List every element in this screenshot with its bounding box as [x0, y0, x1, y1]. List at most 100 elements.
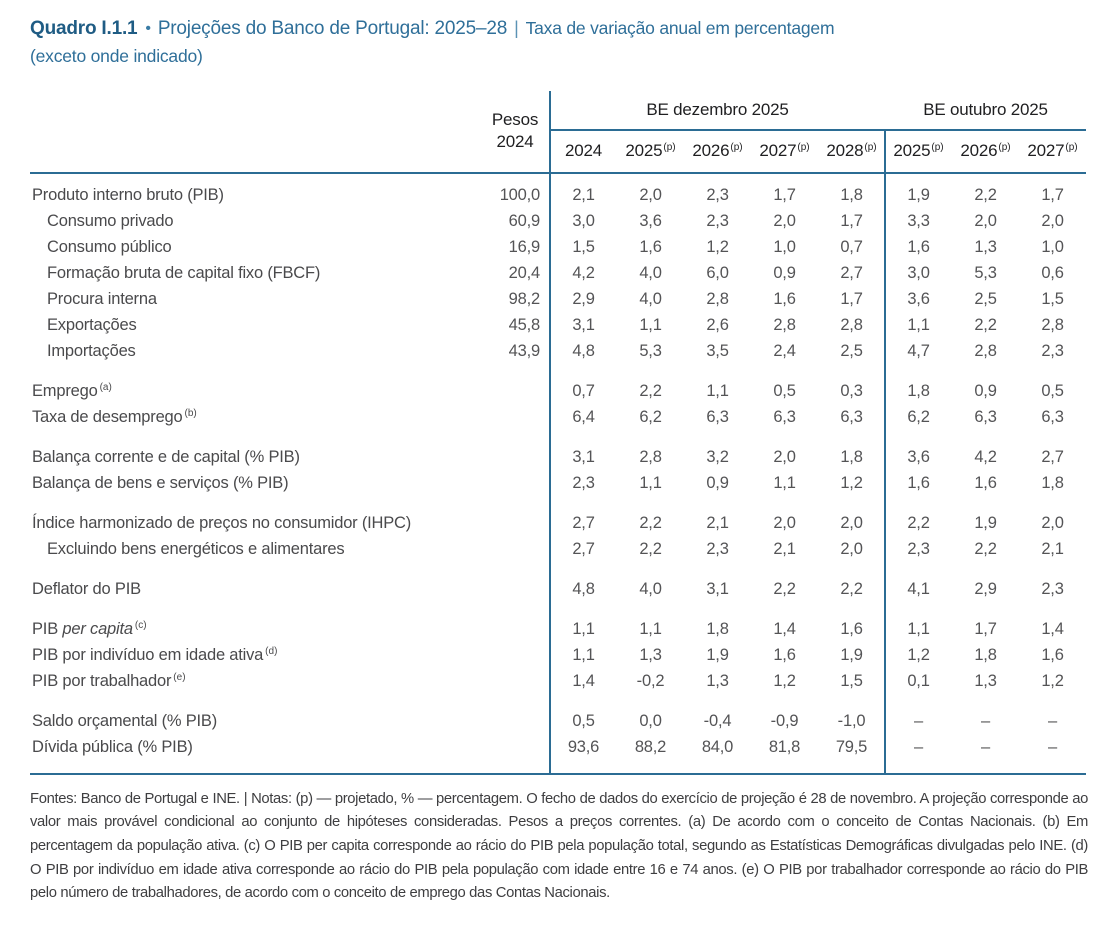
data-cell: 6,3 [840, 408, 863, 427]
table-row: PIB por indivíduo em idade ativa (d) 1,1 … [30, 643, 1086, 669]
pesos-value: 43,9 [508, 342, 541, 361]
data-cell: 1,5 [1041, 290, 1064, 309]
data-cell: 2,0 [1041, 212, 1064, 231]
data-cell: 4,1 [907, 580, 930, 599]
row-label: Produto interno bruto (PIB) [32, 186, 224, 205]
projected-superscript: (p) [1065, 142, 1078, 154]
data-cell: 1,8 [974, 646, 997, 665]
table-row: Deflator do PIB 4,8 4,0 3,1 2,2 2,2 4,1 … [30, 577, 1086, 603]
data-cell: 2,2 [639, 514, 662, 533]
data-cell: 1,9 [840, 646, 863, 665]
row-label: PIB por trabalhador (e) [32, 672, 186, 691]
year-column-header: 2026(p) [960, 141, 1011, 161]
data-cell: – [914, 738, 923, 757]
data-cell: 2,8 [773, 316, 796, 335]
data-cell: 3,6 [907, 290, 930, 309]
data-cell: 1,9 [974, 514, 997, 533]
data-cell: 1,2 [1041, 672, 1064, 691]
data-cell: 2,9 [974, 580, 997, 599]
year-column-header: 2027(p) [1027, 141, 1078, 161]
data-cell: 0,9 [706, 474, 729, 493]
data-cell: 1,7 [840, 290, 863, 309]
data-cell: 2,0 [840, 540, 863, 559]
data-cell: 6,2 [907, 408, 930, 427]
year-column-header: 2028(p) [826, 141, 877, 161]
data-cell: 6,3 [974, 408, 997, 427]
data-cell: 84,0 [701, 738, 734, 757]
vertical-divider-pesos [549, 90, 551, 775]
row-label: Exportações [47, 316, 137, 335]
data-cell: 3,2 [706, 448, 729, 467]
data-cell: 1,1 [572, 646, 595, 665]
data-cell: 2,2 [639, 540, 662, 559]
data-cell: 1,3 [706, 672, 729, 691]
title-qualifier-line2: (exceto onde indicado) [30, 46, 203, 67]
pesos-header-line1: Pesos [491, 109, 539, 129]
data-cell: – [1048, 712, 1057, 731]
data-cell: -0,2 [636, 672, 665, 691]
data-cell: 2,3 [706, 186, 729, 205]
row-label: Procura interna [47, 290, 157, 309]
year-column-header: 2025(p) [893, 141, 944, 161]
quadro-label: Quadro I.1.1 [30, 18, 138, 39]
data-cell: 2,7 [1041, 448, 1064, 467]
projected-superscript: (p) [663, 142, 676, 154]
row-label: Emprego (a) [32, 382, 112, 401]
data-cell: 2,1 [1041, 540, 1064, 559]
data-cell: 4,2 [572, 264, 595, 283]
pesos-value: 16,9 [508, 238, 541, 257]
data-cell: 4,2 [974, 448, 997, 467]
row-label: Índice harmonizado de preços no consumid… [32, 514, 412, 533]
data-cell: 1,8 [706, 620, 729, 639]
pesos-value: 100,0 [499, 186, 540, 205]
data-cell: 1,1 [639, 316, 662, 335]
data-cell: 1,1 [572, 620, 595, 639]
data-cell: 3,0 [907, 264, 930, 283]
data-cell: 0,9 [974, 382, 997, 401]
data-cell: 0,7 [572, 382, 595, 401]
data-cell: 1,8 [907, 382, 930, 401]
row-label: Balança de bens e serviços (% PIB) [32, 474, 289, 493]
projected-superscript: (p) [998, 142, 1011, 154]
data-cell: – [981, 712, 990, 731]
table-row: Índice harmonizado de preços no consumid… [30, 511, 1086, 537]
data-cell: 3,1 [572, 448, 595, 467]
data-cell: 0,0 [639, 712, 662, 731]
data-cell: 0,5 [572, 712, 595, 731]
data-cell: 0,7 [840, 238, 863, 257]
data-cell: 1,1 [639, 474, 662, 493]
data-cell: 3,0 [572, 212, 595, 231]
row-label: Consumo público [47, 238, 172, 257]
data-cell: 1,4 [572, 672, 595, 691]
data-cell: 0,1 [907, 672, 930, 691]
table-row: Balança corrente e de capital (% PIB) 3,… [30, 445, 1086, 471]
pesos-value: 60,9 [508, 212, 541, 231]
title-main: Projeções do Banco de Portugal: 2025–28 [157, 18, 508, 39]
data-cell: 1,9 [907, 186, 930, 205]
data-cell: 1,6 [639, 238, 662, 257]
data-cell: -0,4 [703, 712, 732, 731]
data-cell: 79,5 [835, 738, 868, 757]
data-cell: 4,0 [639, 290, 662, 309]
data-cell: 0,5 [1041, 382, 1064, 401]
group-header-dezembro: BE dezembro 2025 [550, 91, 885, 131]
data-cell: 1,3 [639, 646, 662, 665]
table-row: Saldo orçamental (% PIB) 0,5 0,0 -0,4 -0… [30, 709, 1086, 735]
data-cell: 1,9 [706, 646, 729, 665]
data-cell: 1,8 [840, 186, 863, 205]
data-cell: 93,6 [567, 738, 600, 757]
data-cell: 2,3 [706, 540, 729, 559]
data-cell: 1,3 [974, 672, 997, 691]
data-cell: 3,1 [572, 316, 595, 335]
data-cell: 2,8 [840, 316, 863, 335]
data-cell: 1,4 [773, 620, 796, 639]
bullet-separator: • [145, 20, 151, 37]
table-row: Taxa de desemprego (b) 6,4 6,2 6,3 6,3 6,… [30, 405, 1086, 431]
data-cell: 2,2 [974, 540, 997, 559]
table-title: Quadro I.1.1 • Projeções do Banco de Portu… [30, 14, 1088, 71]
data-cell: 1,3 [974, 238, 997, 257]
table-row: Emprego (a) 0,7 2,2 1,1 0,5 0,3 1,8 0,9 0… [30, 379, 1086, 405]
data-cell: 5,3 [974, 264, 997, 283]
data-cell: 1,0 [773, 238, 796, 257]
data-cell: 1,5 [572, 238, 595, 257]
